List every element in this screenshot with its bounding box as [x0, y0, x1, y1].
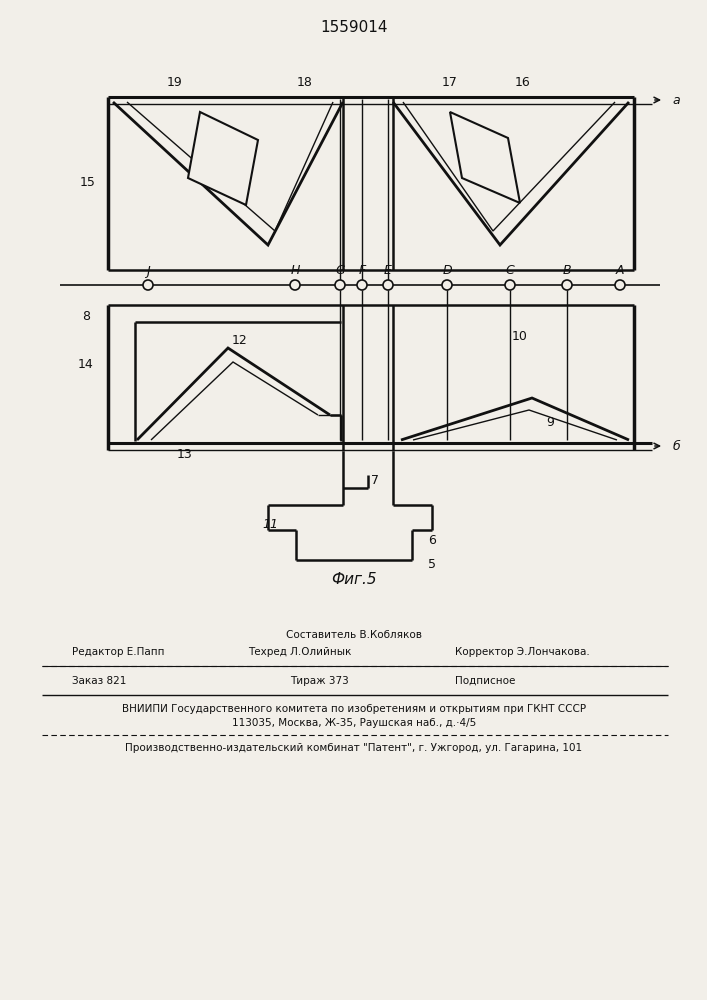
Text: A: A: [616, 264, 624, 277]
Text: 9: 9: [546, 416, 554, 430]
Text: 16: 16: [515, 77, 531, 90]
Text: 7: 7: [371, 474, 379, 487]
Circle shape: [615, 280, 625, 290]
Text: F: F: [358, 264, 366, 277]
Text: 8: 8: [82, 310, 90, 324]
Circle shape: [562, 280, 572, 290]
Circle shape: [357, 280, 367, 290]
Text: б: б: [672, 440, 680, 452]
Circle shape: [335, 280, 345, 290]
Text: D: D: [442, 264, 452, 277]
Text: 18: 18: [297, 77, 313, 90]
Circle shape: [143, 280, 153, 290]
Text: 14: 14: [78, 359, 94, 371]
Text: a: a: [672, 94, 680, 106]
Text: Заказ 821: Заказ 821: [72, 676, 127, 686]
Text: 12: 12: [232, 334, 248, 347]
Polygon shape: [188, 112, 258, 205]
Polygon shape: [450, 112, 520, 203]
Circle shape: [290, 280, 300, 290]
Text: B: B: [563, 264, 571, 277]
Text: 17: 17: [442, 77, 458, 90]
Text: J: J: [146, 264, 150, 277]
Text: C: C: [506, 264, 515, 277]
Text: Составитель В.Кобляков: Составитель В.Кобляков: [286, 630, 422, 640]
Text: Фиг.5: Фиг.5: [331, 572, 377, 587]
Text: 15: 15: [80, 176, 96, 190]
Text: Производственно-издательский комбинат "Патент", г. Ужгород, ул. Гагарина, 101: Производственно-издательский комбинат "П…: [125, 743, 583, 753]
Text: Корректор Э.Лончакова.: Корректор Э.Лончакова.: [455, 647, 590, 657]
Text: 6: 6: [428, 534, 436, 546]
Text: G: G: [335, 264, 345, 277]
Text: 19: 19: [167, 77, 183, 90]
Text: Подписное: Подписное: [455, 676, 515, 686]
Circle shape: [505, 280, 515, 290]
Text: Редактор Е.Папп: Редактор Е.Папп: [72, 647, 165, 657]
Text: 13: 13: [177, 448, 193, 462]
Text: H: H: [291, 264, 300, 277]
Text: Техред Л.Олийнык: Техред Л.Олийнык: [248, 647, 351, 657]
Text: 10: 10: [512, 330, 528, 344]
Text: 11: 11: [262, 518, 278, 532]
Circle shape: [442, 280, 452, 290]
Text: 113035, Москва, Ж-35, Раушская наб., д.·4/5: 113035, Москва, Ж-35, Раушская наб., д.·…: [232, 718, 476, 728]
Text: E: E: [384, 264, 392, 277]
Text: 5: 5: [428, 558, 436, 572]
Text: 1559014: 1559014: [320, 20, 387, 35]
Text: Тираж 373: Тираж 373: [290, 676, 349, 686]
Text: ВНИИПИ Государственного комитета по изобретениям и открытиям при ГКНТ СССР: ВНИИПИ Государственного комитета по изоб…: [122, 704, 586, 714]
Circle shape: [383, 280, 393, 290]
